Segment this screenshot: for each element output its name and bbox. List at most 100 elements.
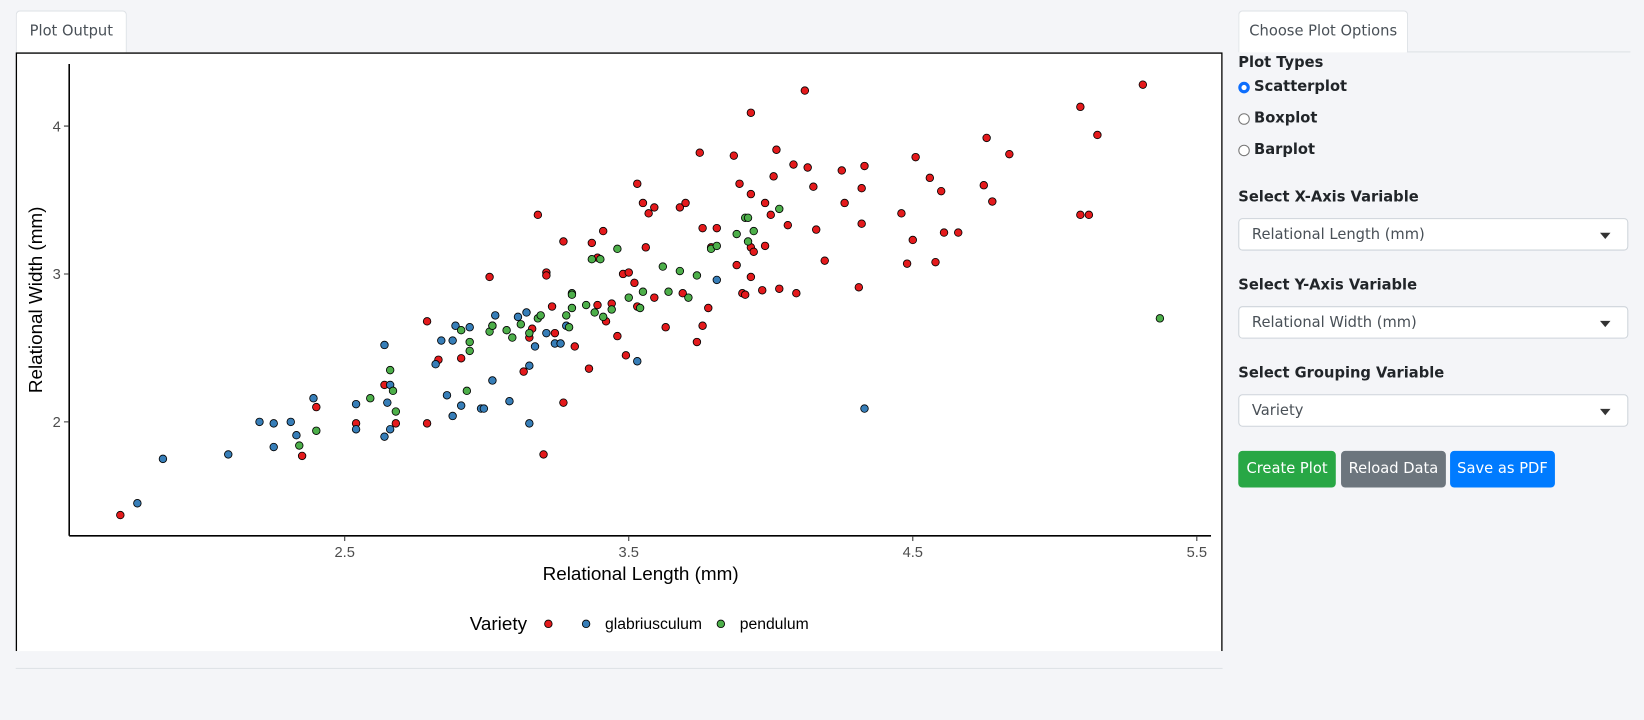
- point: [911, 152, 920, 162]
- y-axis-title: Relational Width (mm): [25, 207, 46, 394]
- point: [633, 357, 642, 366]
- radio-label[interactable]: Scatterplot: [1254, 78, 1348, 96]
- plot-tab[interactable]: Plot Output: [15, 10, 127, 53]
- point: [638, 198, 648, 208]
- point: [158, 454, 168, 464]
- point: [692, 337, 702, 347]
- point: [567, 290, 577, 299]
- x-tick-label: 2.5: [335, 545, 355, 561]
- point: [559, 237, 568, 246]
- point: [465, 337, 474, 347]
- point: [775, 284, 784, 293]
- point: [681, 198, 690, 208]
- point: [513, 312, 523, 322]
- point: [462, 386, 472, 396]
- point: [431, 360, 440, 369]
- point: [559, 398, 568, 407]
- point: [567, 303, 577, 313]
- radio-circle[interactable]: [1238, 144, 1250, 157]
- button[interactable]: Reload Data: [1341, 450, 1446, 488]
- point: [982, 133, 991, 143]
- point: [979, 181, 988, 190]
- point: [766, 210, 775, 220]
- point: [854, 283, 864, 292]
- legend-marker: [716, 619, 726, 629]
- x-tick-label: 5.5: [1187, 545, 1207, 561]
- point: [479, 404, 489, 413]
- y-tick-label: 3: [53, 267, 61, 283]
- point: [613, 331, 622, 341]
- point: [456, 354, 466, 363]
- radio-label[interactable]: Boxplot: [1254, 110, 1318, 127]
- point: [630, 278, 639, 288]
- point: [525, 419, 534, 428]
- point: [857, 184, 866, 193]
- point: [746, 108, 756, 117]
- button[interactable]: Save as PDF: [1450, 450, 1555, 488]
- point: [931, 257, 940, 267]
- point: [488, 321, 497, 330]
- chart: Relational Length (mm) Relational Width …: [15, 52, 1223, 652]
- point: [789, 160, 798, 169]
- point: [1076, 102, 1085, 112]
- options-tab[interactable]: Choose Plot Options: [1238, 10, 1409, 53]
- point: [530, 342, 540, 351]
- point: [800, 86, 810, 95]
- point: [570, 342, 579, 351]
- point: [448, 336, 457, 345]
- point: [491, 311, 500, 320]
- point: [897, 209, 906, 218]
- select[interactable]: Relational Width (mm): [1238, 306, 1629, 339]
- select[interactable]: Variety: [1238, 394, 1629, 427]
- point: [1155, 314, 1165, 323]
- point: [312, 426, 321, 435]
- point: [385, 425, 395, 434]
- radio-option[interactable]: Scatterplot: [1238, 77, 1347, 98]
- point: [309, 394, 318, 403]
- tab-line: [1407, 51, 1631, 53]
- radio-circle[interactable]: [1238, 113, 1250, 125]
- point: [380, 340, 389, 350]
- point: [562, 311, 571, 320]
- point: [772, 145, 781, 154]
- point: [488, 376, 497, 385]
- point: [695, 148, 704, 157]
- radio-option[interactable]: Boxplot: [1238, 108, 1317, 129]
- point: [658, 262, 668, 271]
- select[interactable]: Relational Length (mm): [1238, 218, 1629, 251]
- point: [295, 441, 304, 450]
- point: [502, 325, 511, 335]
- point: [598, 226, 608, 236]
- point: [505, 396, 514, 406]
- y-tick-label: 4: [53, 119, 61, 135]
- point: [988, 197, 997, 206]
- point: [925, 173, 935, 183]
- point: [621, 351, 631, 360]
- point: [351, 425, 361, 434]
- point: [792, 289, 801, 298]
- point: [650, 203, 659, 212]
- point: [837, 166, 846, 175]
- radio-label[interactable]: Barplot: [1254, 141, 1315, 159]
- point: [624, 293, 633, 302]
- select-label: Select Grouping Variable: [1238, 364, 1445, 382]
- point: [758, 286, 767, 295]
- point: [954, 228, 963, 237]
- point: [638, 287, 648, 296]
- radio-circle[interactable]: [1238, 81, 1250, 94]
- point: [732, 229, 741, 239]
- plot-border: [15, 52, 1223, 652]
- point: [712, 275, 721, 285]
- point: [536, 311, 545, 320]
- point: [760, 241, 770, 251]
- point: [525, 328, 534, 338]
- point: [860, 161, 869, 171]
- point: [775, 204, 784, 214]
- point: [650, 293, 659, 302]
- select-label: Select X-Axis Variable: [1238, 188, 1419, 206]
- legend-label: pendulum: [740, 616, 809, 633]
- point: [803, 163, 812, 172]
- button[interactable]: Create Plot: [1238, 450, 1336, 488]
- radio-option[interactable]: Barplot: [1238, 139, 1315, 160]
